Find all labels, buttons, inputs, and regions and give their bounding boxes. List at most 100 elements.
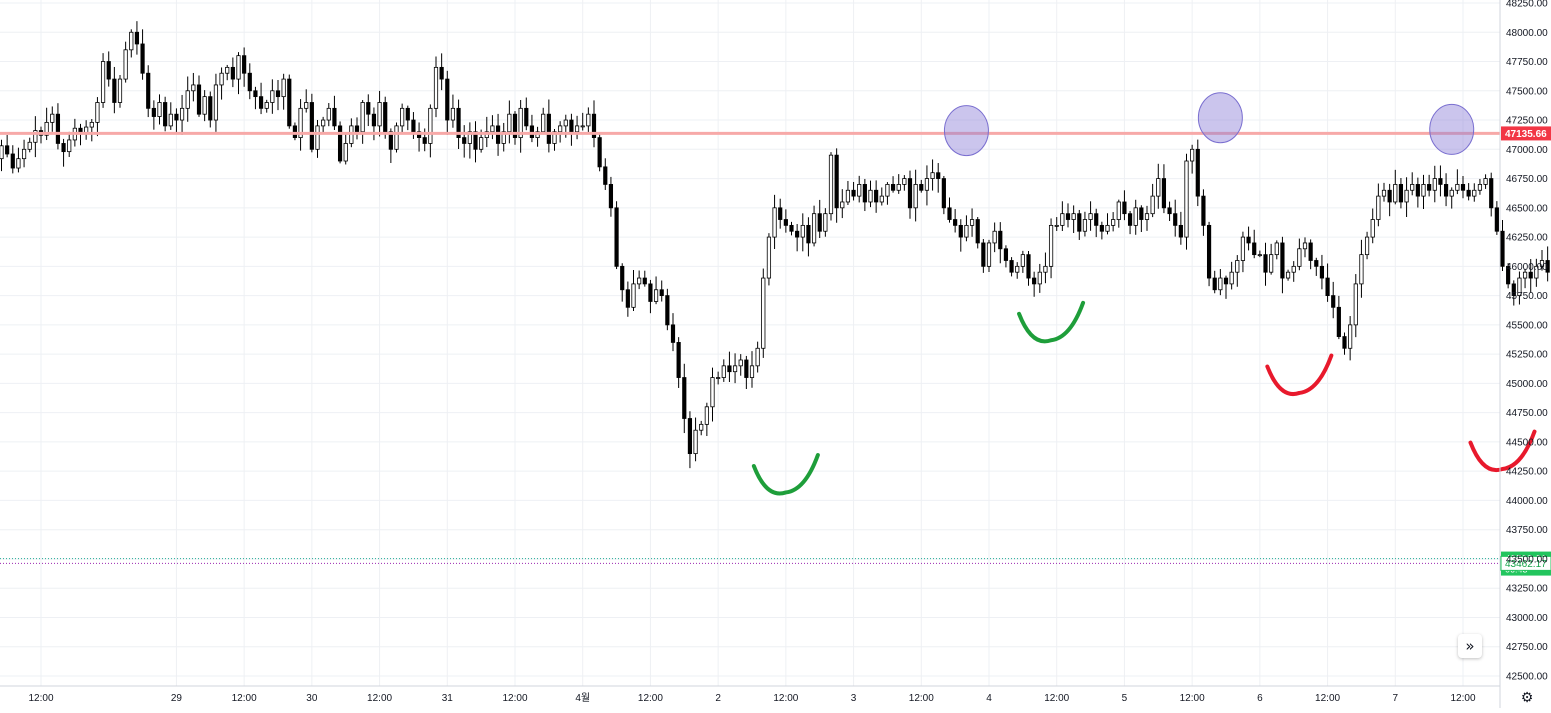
candle-down[interactable] [1511,283,1516,297]
candle-up[interactable] [721,365,726,378]
candle-down[interactable] [208,96,213,121]
candle-up[interactable] [1043,265,1048,273]
candle-up[interactable] [1449,189,1454,197]
candle-up[interactable] [558,125,563,133]
candle-up[interactable] [761,277,766,349]
candle-down[interactable] [546,113,551,144]
candle-up[interactable] [964,224,969,238]
candle-down[interactable] [1201,195,1206,226]
hand-drawn-curve[interactable] [751,453,820,496]
candle-down[interactable] [648,283,653,302]
candle-down[interactable] [439,66,444,80]
candle-down[interactable] [862,184,867,203]
candle-up[interactable] [1393,184,1398,203]
candle-up[interactable] [394,125,399,150]
candle-up[interactable] [1156,178,1161,197]
candle-down[interactable] [1009,260,1014,273]
candle-down[interactable] [1161,178,1167,209]
candle-up[interactable] [1381,189,1387,197]
candle-down[interactable] [196,84,202,115]
candle-up[interactable] [732,365,738,373]
candle-up[interactable] [868,189,873,203]
candle-down[interactable] [687,418,693,455]
candle-down[interactable] [524,107,529,127]
candle-down[interactable] [1003,248,1009,261]
candle-down[interactable] [473,131,478,150]
candle-up[interactable] [1477,184,1483,191]
candle-down[interactable] [61,143,66,153]
candle-up[interactable] [653,289,659,302]
candle-up[interactable] [1432,178,1437,191]
candle-down[interactable] [1336,306,1341,337]
hand-drawn-curve[interactable] [1265,353,1334,396]
candle-down[interactable] [947,207,952,220]
candle-down[interactable] [851,189,856,197]
candle-down[interactable] [1212,277,1217,291]
candle-up[interactable] [202,96,207,115]
candle-down[interactable] [874,189,879,203]
candle-up[interactable] [879,195,884,203]
scroll-to-realtime-button[interactable]: » [1458,634,1482,658]
candle-up[interactable] [100,61,106,103]
candle-down[interactable] [1494,207,1499,232]
candle-up[interactable] [930,172,935,179]
candle-up[interactable] [738,359,743,367]
candle-up[interactable] [1285,271,1291,279]
candle-up[interactable] [33,130,38,143]
candle-up[interactable] [1116,201,1121,220]
candle-up[interactable] [219,72,224,86]
candle-up[interactable] [89,121,94,128]
candle-up[interactable] [501,131,506,144]
candle-up[interactable] [986,242,992,267]
candle-down[interactable] [55,113,61,144]
candle-up[interactable] [1522,271,1528,279]
candle-down[interactable] [783,219,788,226]
candle-up[interactable] [1020,254,1025,267]
candle-down[interactable] [778,207,783,220]
candle-down[interactable] [665,295,670,326]
candle-up[interactable] [377,102,382,127]
candle-up[interactable] [1455,184,1460,191]
candle-down[interactable] [1206,224,1212,279]
candle-down[interactable] [106,61,111,80]
candle-down[interactable] [512,113,518,139]
candle-up[interactable] [1364,236,1370,256]
candle-up[interactable] [450,107,456,121]
candle-up[interactable] [1235,260,1240,273]
candle-down[interactable] [1077,213,1082,232]
candle-down[interactable] [1178,224,1183,238]
candle-up[interactable] [179,107,185,121]
candle-down[interactable] [1342,336,1347,349]
candle-down[interactable] [354,125,360,133]
candle-down[interactable] [1122,201,1127,215]
candle-down[interactable] [958,224,963,238]
candle-up[interactable] [1037,271,1042,285]
candle-up[interactable] [191,84,196,92]
candle-down[interactable] [1325,277,1330,297]
highlight-ellipse[interactable] [1429,103,1475,155]
candle-down[interactable] [275,90,281,98]
candle-up[interactable] [541,113,546,133]
candle-down[interactable] [744,359,749,378]
highlight-ellipse[interactable] [943,105,989,157]
candle-down[interactable] [1415,184,1420,197]
candle-down[interactable] [936,172,941,179]
candle-down[interactable] [1099,224,1104,232]
candle-up[interactable] [1534,265,1539,279]
candle-up[interactable] [315,125,320,150]
candle-up[interactable] [490,125,495,133]
candle-up[interactable] [896,184,901,191]
candle-up[interactable] [637,277,642,285]
candle-up[interactable] [117,78,123,103]
candle-up[interactable] [433,66,439,109]
candle-up[interactable] [44,121,49,136]
candle-up[interactable] [811,213,817,244]
candle-down[interactable] [287,78,292,127]
candle-up[interactable] [1048,224,1054,267]
candle-down[interactable] [1489,178,1494,209]
candle-down[interactable] [1195,148,1200,197]
candle-up[interactable] [1111,219,1116,226]
candle-up[interactable] [343,143,348,162]
candle-up[interactable] [1229,271,1234,285]
candle-up[interactable] [27,141,32,150]
